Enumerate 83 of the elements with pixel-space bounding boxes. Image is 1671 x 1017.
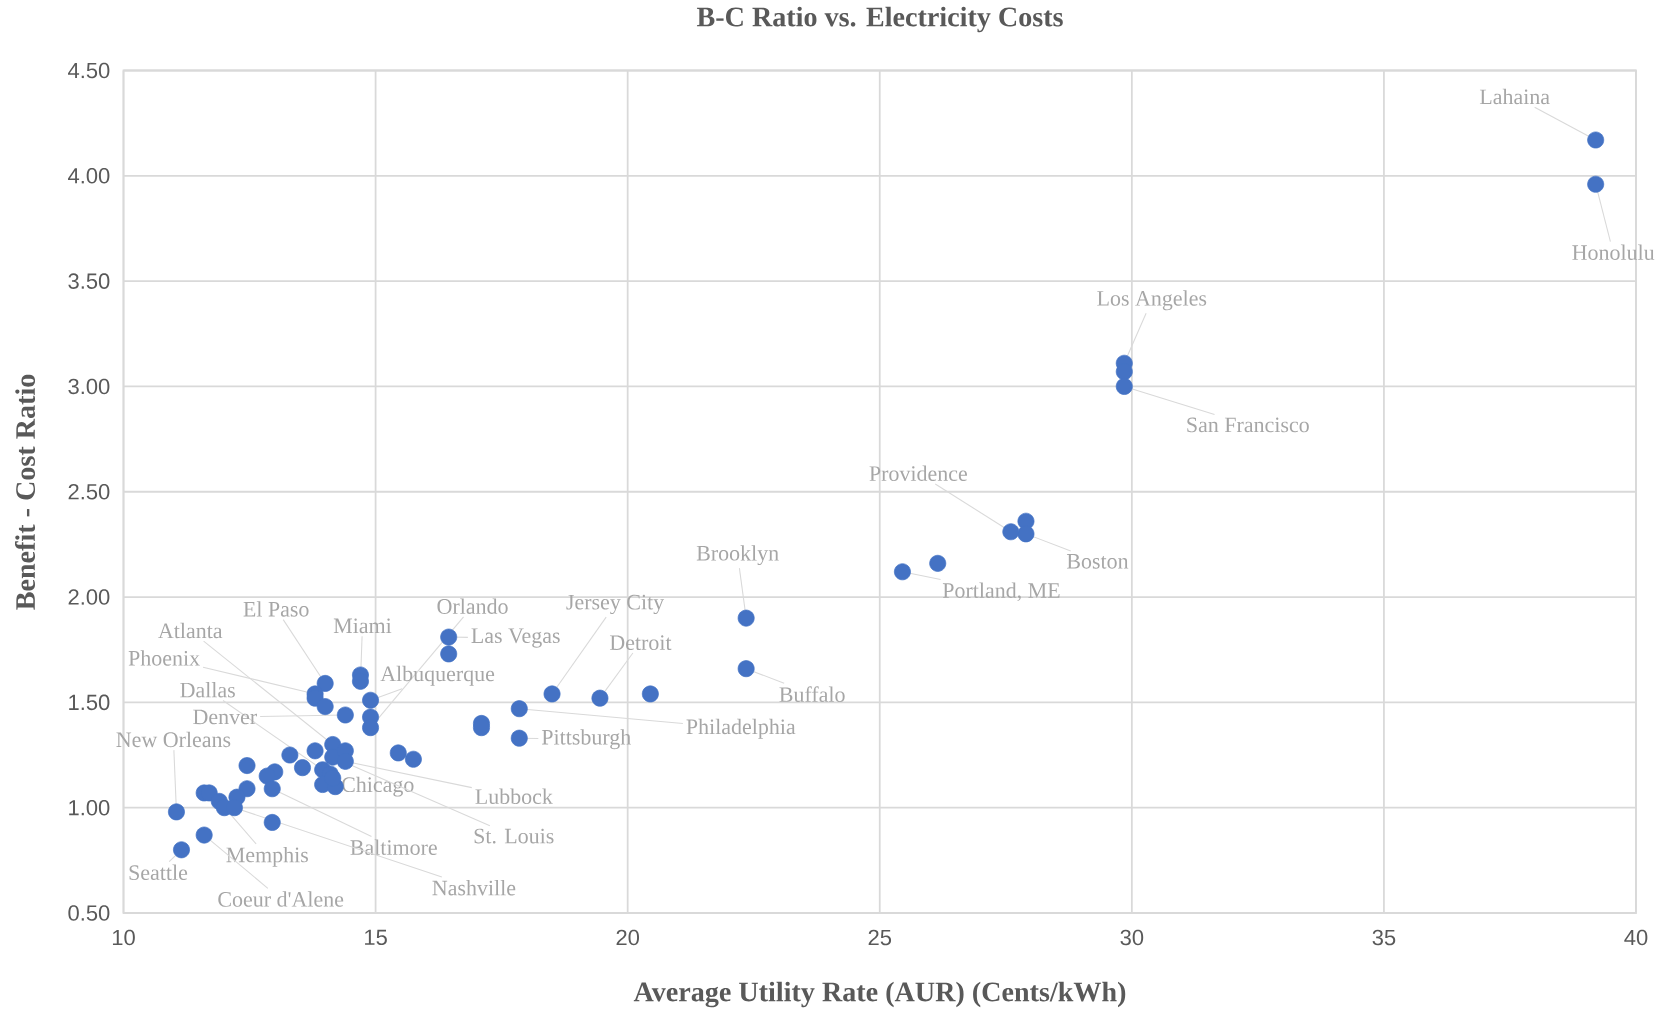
point (306, 742, 324, 760)
point (894, 563, 911, 581)
point (1587, 131, 1605, 149)
y-tick-label: 4.50 (68, 62, 110, 79)
y-tick-label: 0.50 (68, 905, 110, 921)
annotation: Lahaina (1479, 88, 1550, 105)
point (294, 759, 311, 777)
point (173, 841, 190, 859)
annotation: Boston (1066, 554, 1129, 569)
point (1587, 175, 1605, 193)
y-axis-title: Benefit - Cost Ratio (14, 374, 36, 610)
annotation: New Orleans (116, 731, 231, 748)
annotation: Miami (333, 618, 392, 634)
point (316, 698, 334, 716)
annotation: Phoenix (128, 650, 200, 666)
annotation: Detroit (609, 635, 672, 651)
annotation: Baltimore (350, 839, 437, 855)
annotation: Denver (193, 709, 257, 725)
annotation: Atlanta (158, 622, 223, 639)
point (238, 780, 256, 798)
annotation: Brooklyn (696, 545, 779, 566)
annotation: Memphis (226, 846, 308, 867)
annotation: Providence (869, 465, 967, 481)
x-tick-label: 40 (1624, 929, 1648, 946)
point (316, 674, 334, 692)
y-tick-label: 1.00 (69, 799, 110, 816)
point (389, 744, 407, 762)
annotation: Honolulu (1572, 244, 1655, 260)
annotation: Las Vegas (471, 628, 560, 648)
y-tick-label: 3.00 (68, 378, 110, 395)
point (1017, 525, 1035, 543)
annotation: Portland, ME (942, 582, 1060, 602)
annotation: Seattle (129, 864, 188, 881)
x-tick-label: 25 (868, 929, 892, 946)
annotation: Albuquerque (380, 665, 495, 686)
y-tick-label: 2.50 (68, 483, 110, 500)
point (336, 706, 354, 724)
point (440, 628, 458, 646)
annotation: Orlando (437, 598, 508, 614)
point (168, 803, 185, 821)
annotation: Chicago (342, 776, 414, 797)
x-tick-label: 10 (112, 929, 135, 946)
point (929, 554, 947, 572)
point (737, 609, 755, 627)
annotation: Nashville (432, 879, 516, 896)
annotation: Lubbock (475, 788, 553, 805)
y-tick-label: 1.50 (69, 694, 110, 711)
annotation: Pittsburgh (541, 729, 631, 750)
x-tick-label: 15 (365, 929, 387, 946)
y-tick-label: 3.50 (68, 273, 110, 289)
point (510, 729, 528, 747)
x-tick-label: 20 (616, 929, 640, 946)
point (641, 685, 659, 703)
point (263, 780, 281, 798)
point (1115, 378, 1133, 395)
point (510, 700, 528, 718)
x-tick-label: 35 (1372, 929, 1396, 946)
annotation: Philadelphia (686, 718, 796, 739)
y-tick-label: 2.00 (68, 589, 110, 605)
annotation: Los Angeles (1097, 290, 1207, 311)
y-tick-label: 4.00 (68, 168, 110, 184)
point (543, 685, 561, 703)
point (195, 826, 213, 844)
point (238, 757, 256, 774)
x-tick-label: 30 (1120, 929, 1144, 946)
annotation: Buffalo (779, 686, 845, 703)
annotation: El Paso (243, 601, 309, 617)
point (263, 814, 281, 831)
point (362, 691, 379, 709)
point (258, 767, 276, 785)
x-axis-title: Average Utility Rate (AUR) (Cents/kWh) (633, 981, 1126, 1008)
annotation: Dallas (180, 682, 235, 698)
point (281, 746, 299, 764)
point (404, 750, 422, 768)
annotation: St. Louis (474, 828, 554, 844)
annotation: Coeur d'Alene (218, 891, 344, 907)
chart-title: B-C Ratio vs. Electricity Costs (696, 6, 1063, 33)
point (737, 660, 755, 678)
annotation: Jersey City (566, 594, 665, 615)
annotation: San Francisco (1187, 417, 1309, 433)
point (591, 689, 609, 707)
point (1002, 523, 1020, 541)
point (440, 645, 458, 663)
